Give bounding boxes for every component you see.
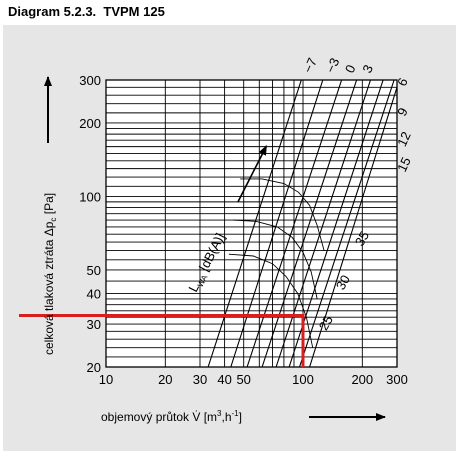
y-tick-label: 30 bbox=[87, 317, 101, 332]
series-label: 15 bbox=[394, 155, 414, 174]
x-tick-label: 50 bbox=[236, 372, 250, 387]
x-tick-label: 40 bbox=[217, 372, 231, 387]
series-line bbox=[275, 80, 372, 367]
series-group bbox=[207, 80, 397, 367]
y-tick-label: 300 bbox=[79, 73, 101, 88]
series-line bbox=[207, 80, 302, 367]
y-tick-label: 100 bbox=[79, 189, 101, 204]
series-line bbox=[309, 87, 397, 367]
x-tick-label: 30 bbox=[193, 372, 207, 387]
y-label-sub: c bbox=[49, 218, 58, 222]
y-tick-label: 50 bbox=[87, 263, 101, 278]
series-line bbox=[230, 80, 324, 367]
y-tick-label: 20 bbox=[87, 360, 101, 375]
y-axis-label: celková tlaková ztráta Δpc [Pa] bbox=[42, 193, 58, 355]
noise-axis-arrow bbox=[237, 145, 268, 203]
noise-curve bbox=[232, 219, 318, 300]
x-tick-label: 10 bbox=[99, 372, 113, 387]
y-tick-label: 40 bbox=[87, 287, 101, 302]
operating-point-line bbox=[19, 314, 305, 367]
series-line bbox=[298, 80, 395, 367]
plot-frame bbox=[105, 79, 398, 368]
series-line bbox=[246, 80, 343, 367]
series-label: 0 bbox=[342, 62, 359, 75]
series-label: −7 bbox=[300, 55, 320, 75]
x-tick-label: 200 bbox=[351, 372, 373, 387]
series-line bbox=[288, 80, 384, 367]
x-tick-label: 300 bbox=[386, 372, 408, 387]
noise-label: 30 bbox=[333, 272, 353, 292]
noise-curve bbox=[240, 178, 325, 251]
y-tick-label: 200 bbox=[79, 116, 101, 131]
chart-panel: 10 20 30 40 50 100 200 300 20 30 40 50 100 200 300 −7 −3… bbox=[3, 25, 456, 451]
series-label: 12 bbox=[394, 129, 414, 148]
x-tick-label: 100 bbox=[292, 372, 314, 387]
series-line bbox=[261, 80, 358, 367]
series-label: −3 bbox=[323, 55, 343, 75]
noise-label: 25 bbox=[316, 313, 336, 333]
x-tick-label: 20 bbox=[158, 372, 172, 387]
noise-curve bbox=[228, 253, 314, 348]
plot-area bbox=[106, 80, 397, 367]
x-axis-label: objemový průtok V̇ [m3,h-1] bbox=[101, 409, 242, 424]
diagram-title: Diagram 5.2.3. TVPM 125 bbox=[8, 4, 165, 19]
noise-label: 35 bbox=[352, 229, 372, 249]
series-label: 3 bbox=[359, 62, 376, 75]
